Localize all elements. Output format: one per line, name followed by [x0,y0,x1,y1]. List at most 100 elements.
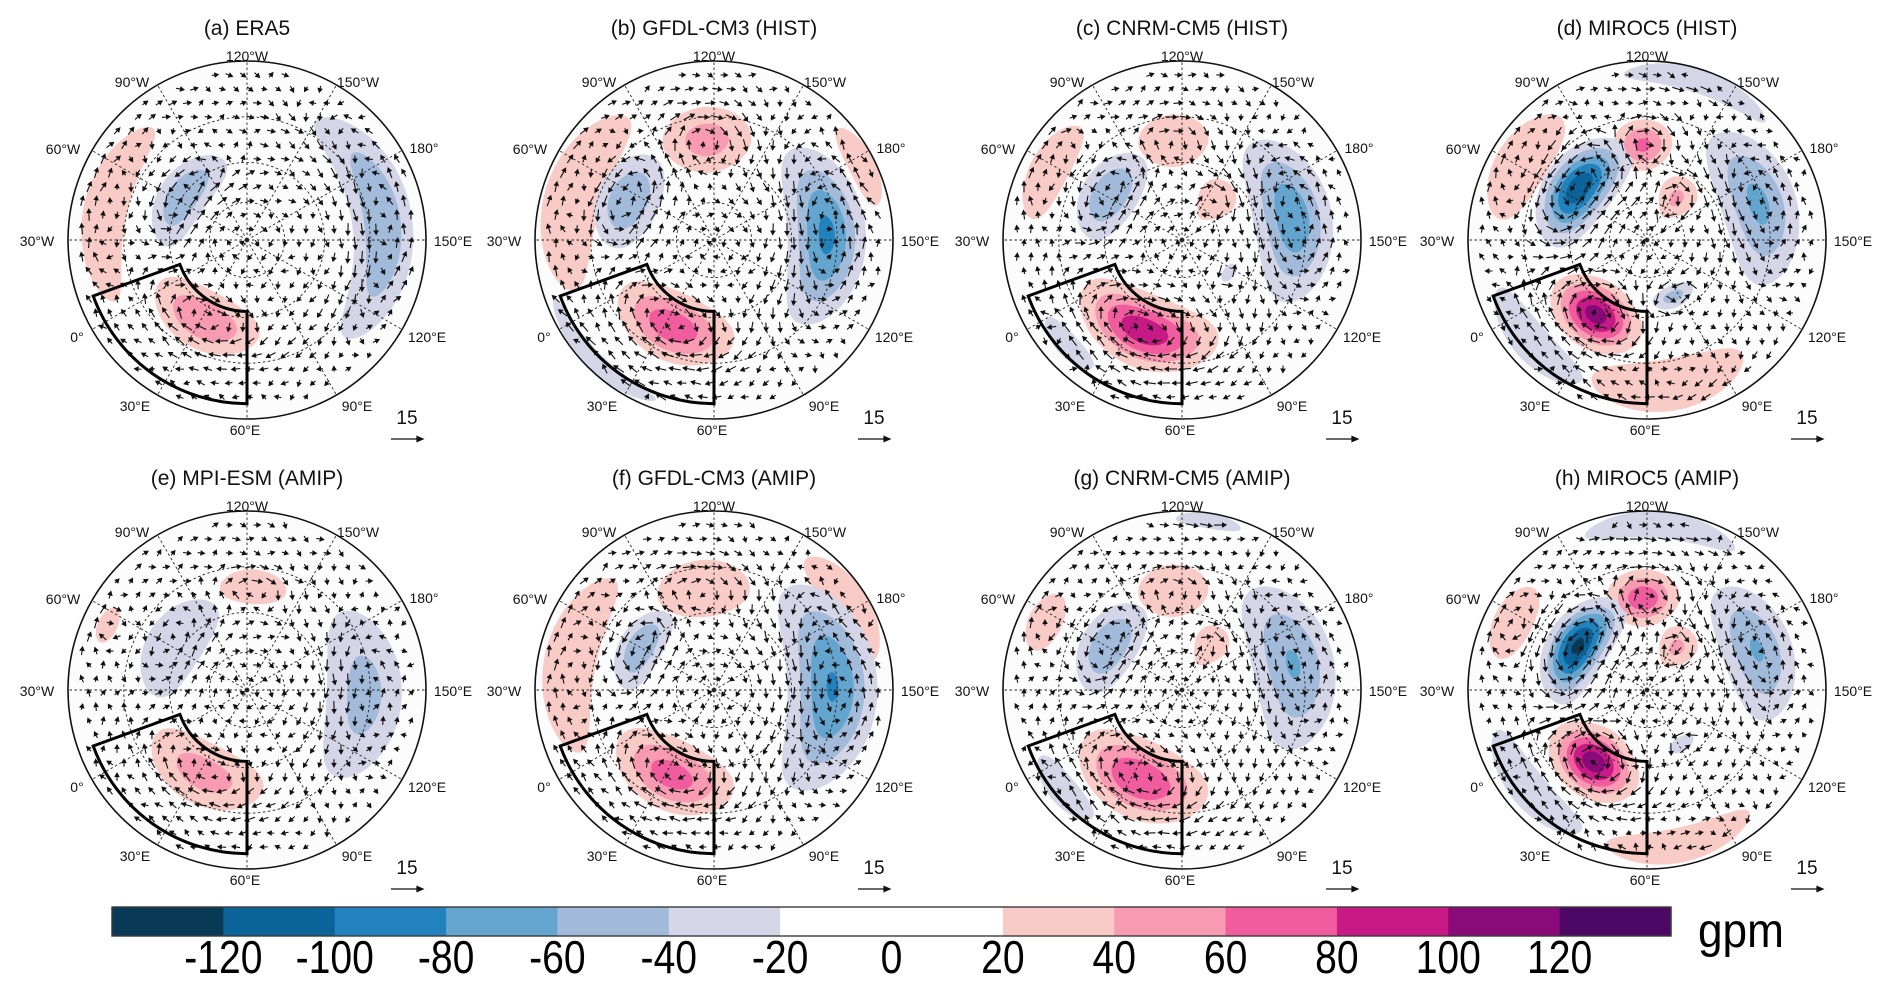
wind-vector [728,198,735,205]
wind-vector [194,323,207,330]
wind-vector [579,321,589,332]
wind-vector [1703,338,1710,345]
wind-vector [379,323,387,330]
wind-vector [1237,85,1245,93]
wind-vector [1200,380,1211,386]
wind-vector [1077,182,1083,193]
wind-vector [697,114,710,120]
wind-vector [253,128,261,134]
wind-vector [1111,195,1119,206]
wind-vector [1646,196,1654,205]
wind-vector [1667,71,1676,79]
positive-anomaly-contour [95,607,120,643]
wind-vectors [1479,71,1814,401]
wind-vector [1619,165,1625,180]
wind-vector [289,563,295,572]
wind-vector [1293,310,1302,316]
index-region-box [1491,262,1649,406]
wind-vector [85,294,93,303]
wind-vector [387,253,393,260]
wind-vector [650,154,657,164]
wind-vector [1689,140,1695,151]
wind-vector [275,113,281,122]
colorbar-tick-label: -80 [418,932,475,984]
wind-vector [1703,224,1709,235]
wind-vector [1202,100,1211,106]
longitude-label: 150°E [901,683,939,699]
wind-vector [1604,223,1613,235]
wind-vector [839,167,847,178]
longitude-label: 150°W [1272,74,1315,90]
wind-vector [1292,169,1301,176]
wind-vector [655,336,667,345]
wind-vector [134,563,142,571]
wind-vector [1231,322,1237,333]
wind-vector [832,352,839,359]
wind-vector [1142,379,1156,386]
wind-vector [1745,310,1752,317]
wind-vector [1102,156,1113,162]
panel-title-f: (f) GFDL-CM3 (AMIP) [612,467,816,490]
negative-anomaly-contour [1565,172,1593,204]
wind-vector [679,239,685,247]
wind-vector [756,365,762,374]
positive-anomaly-contour [1022,125,1084,220]
wind-vector [244,563,257,570]
wind-vector [324,577,330,586]
wind-vector [1576,393,1583,400]
wind-vector [121,224,127,234]
wind-vector [1742,142,1752,148]
colorbar-tick-label: 80 [1315,932,1358,984]
wind-vector [1105,127,1111,134]
longitude-label: 180° [410,140,439,156]
wind-vector [210,295,221,303]
wind-vector [274,336,281,346]
wind-vector [1787,168,1793,178]
wind-vector [1610,321,1619,333]
wind-vector [1625,321,1632,334]
wind-vector [1556,292,1563,305]
wind-vector [1724,181,1731,194]
longitude-label: 90°W [115,74,150,90]
wind-vector [728,309,734,319]
wind-vector [1731,223,1738,236]
wind-vector [281,577,289,586]
wind-vector [174,336,185,346]
wind-vector [169,100,178,106]
wind-vector [338,181,345,194]
wind-vector [1077,209,1083,222]
wind-vector [401,168,407,177]
wind-vector [700,197,706,205]
wind-vector [211,210,220,219]
wind-vector [1056,252,1062,261]
wind-vector [161,307,170,319]
wind-vector [1042,252,1048,261]
wind-vector [1682,324,1688,331]
wind-vector [812,365,818,374]
wind-vector [253,522,262,528]
wind-vector [359,338,365,345]
wind-vector [309,295,317,303]
wind-vector [1631,335,1641,347]
longitude-label: 180° [1345,140,1374,156]
wind-vector [1138,282,1149,288]
wind-vectors [1014,72,1351,400]
wind-vector [672,195,678,206]
wind-vector [1582,378,1592,388]
longitude-label: 0° [70,779,83,795]
wind-vector [1773,141,1779,149]
wind-vector [651,179,658,194]
wind-vector [636,99,644,106]
longitude-label: 60°E [697,422,728,438]
wind-vector [636,180,643,193]
wind-vector [854,279,860,290]
wind-vector [338,238,345,249]
wind-vector [1794,210,1800,219]
wind-vector [289,310,295,317]
wind-vector [1744,113,1753,121]
wind-vector [187,337,200,345]
wind-vector [686,167,692,178]
wind-vector [819,238,825,249]
wind-vector [1764,240,1775,246]
wind-vector [1221,282,1234,289]
